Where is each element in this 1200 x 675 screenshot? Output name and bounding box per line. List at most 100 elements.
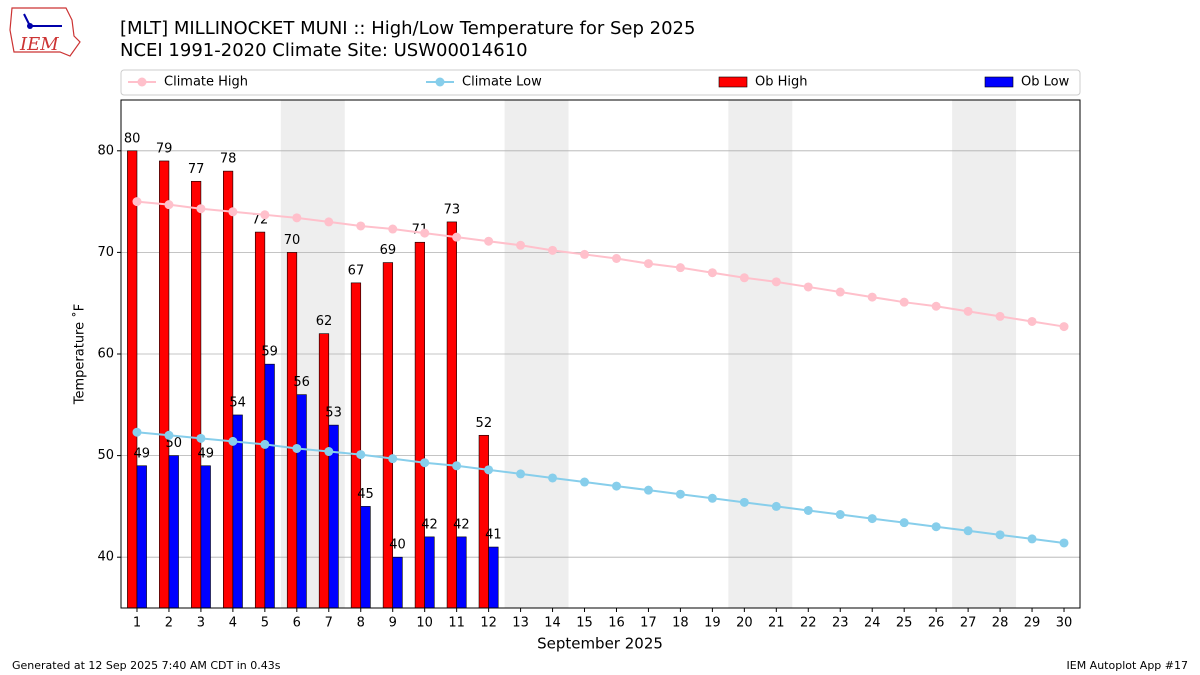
marker — [484, 236, 494, 246]
x-tick-label: 28 — [992, 616, 1009, 631]
x-tick-label: 15 — [576, 616, 593, 631]
data-label: 49 — [134, 446, 151, 461]
marker — [739, 497, 749, 507]
bar — [446, 221, 457, 609]
legend-label: Climate High — [164, 75, 248, 90]
bar — [414, 241, 425, 609]
marker — [516, 240, 526, 250]
bar — [168, 455, 179, 609]
marker — [196, 433, 206, 443]
data-label: 69 — [380, 243, 397, 258]
marker — [324, 217, 334, 227]
marker — [388, 224, 398, 234]
x-tick-label: 10 — [416, 616, 433, 631]
marker — [1059, 322, 1069, 332]
bar — [478, 434, 489, 609]
marker — [580, 249, 590, 259]
y-tick-label: 50 — [97, 448, 114, 463]
marker — [803, 282, 813, 292]
y-tick-label: 70 — [97, 245, 114, 260]
data-label: 78 — [220, 152, 237, 167]
x-tick-label: 26 — [928, 616, 945, 631]
legend-label: Ob Low — [1021, 75, 1070, 90]
bar — [424, 536, 435, 609]
bar — [264, 363, 275, 609]
marker — [356, 450, 366, 460]
marker — [995, 530, 1005, 540]
x-tick-label: 9 — [389, 616, 397, 631]
legend-label: Climate Low — [462, 75, 542, 90]
marker — [260, 210, 270, 220]
legend-swatch — [718, 76, 748, 88]
x-tick-label: 19 — [704, 616, 721, 631]
x-tick-label: 17 — [640, 616, 657, 631]
data-label: 56 — [293, 375, 310, 390]
data-label: 62 — [316, 314, 333, 329]
marker — [420, 458, 430, 468]
data-label: 80 — [124, 131, 141, 146]
data-label: 54 — [229, 395, 246, 410]
marker — [452, 461, 462, 471]
data-label: 67 — [348, 263, 365, 278]
x-tick-label: 27 — [960, 616, 977, 631]
marker — [739, 273, 749, 283]
x-tick-label: 16 — [608, 616, 625, 631]
bar — [222, 170, 234, 609]
x-tick-label: 7 — [325, 616, 333, 631]
x-tick-label: 3 — [197, 616, 205, 631]
legend — [120, 69, 1081, 96]
marker — [867, 514, 877, 524]
marker — [452, 232, 462, 242]
marker — [611, 253, 621, 263]
line — [136, 200, 1065, 328]
marker — [835, 510, 845, 520]
data-label: 41 — [485, 528, 502, 543]
data-label: 42 — [421, 517, 438, 532]
data-label: 50 — [165, 436, 182, 451]
marker — [931, 522, 941, 532]
marker — [356, 221, 366, 231]
y-tick-label: 40 — [97, 550, 114, 565]
marker — [611, 481, 621, 491]
marker — [292, 213, 302, 223]
x-tick-label: 25 — [896, 616, 913, 631]
y-axis-label: Temperature ˚F — [72, 304, 88, 405]
bar — [296, 394, 307, 609]
marker — [963, 306, 973, 316]
marker — [899, 297, 909, 307]
x-tick-label: 14 — [544, 616, 561, 631]
bar — [127, 150, 138, 609]
data-label: 73 — [444, 202, 461, 217]
marker — [643, 259, 653, 269]
bar — [488, 546, 499, 609]
bar — [318, 333, 330, 609]
marker — [196, 204, 206, 214]
x-tick-label: 29 — [1024, 616, 1041, 631]
legend-swatch — [137, 77, 147, 87]
y-tick-label: 60 — [97, 347, 114, 362]
x-tick-label: 8 — [357, 616, 365, 631]
marker — [228, 436, 238, 446]
chart-subtitle: NCEI 1991-2020 Climate Site: USW00014610 — [120, 40, 528, 61]
marker — [899, 518, 909, 528]
marker — [516, 469, 526, 479]
x-tick-label: 4 — [229, 616, 237, 631]
data-label: 49 — [197, 446, 214, 461]
logo: IEM — [9, 7, 81, 57]
marker — [771, 277, 781, 287]
marker — [164, 200, 174, 210]
marker — [388, 454, 398, 464]
bar — [286, 252, 298, 609]
marker — [963, 526, 973, 536]
marker — [1027, 316, 1037, 326]
marker — [228, 207, 238, 217]
data-label: 77 — [188, 162, 205, 177]
marker — [707, 268, 717, 278]
marker — [132, 197, 142, 207]
x-tick-label: 11 — [448, 616, 465, 631]
data-label: 45 — [357, 487, 374, 502]
line — [136, 431, 1065, 544]
data-label: 79 — [156, 141, 173, 156]
data-label: 52 — [476, 416, 493, 431]
footer-left: Generated at 12 Sep 2025 7:40 AM CDT in … — [12, 659, 281, 672]
